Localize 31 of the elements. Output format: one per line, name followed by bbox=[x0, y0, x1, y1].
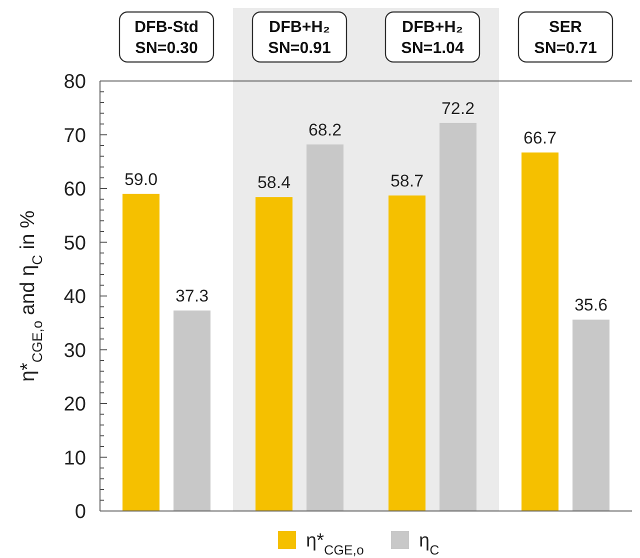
bar bbox=[174, 310, 210, 511]
bar bbox=[388, 195, 426, 511]
data-label: 66.7 bbox=[523, 128, 557, 148]
bar bbox=[572, 320, 610, 511]
bar bbox=[122, 194, 160, 511]
data-label: 72.2 bbox=[441, 98, 475, 118]
bar bbox=[256, 197, 292, 511]
data-label: 58.4 bbox=[257, 173, 291, 192]
bar bbox=[522, 152, 558, 511]
data-label: 58.7 bbox=[390, 171, 424, 190]
x-tick-label: DFB-Std SN=0.30 bbox=[134, 19, 198, 57]
y-tick-label: 20 bbox=[64, 394, 86, 416]
y-tick-label: 60 bbox=[64, 178, 86, 200]
y-tick-label: 40 bbox=[64, 286, 86, 308]
legend-label: η*$_{CGE,o}$ bbox=[306, 530, 364, 558]
data-label: 35.6 bbox=[574, 296, 608, 315]
x-tick-label: DFB+H₂ SN=1.04 bbox=[401, 19, 464, 57]
y-tick-label: 10 bbox=[64, 447, 86, 470]
data-label: 68.2 bbox=[308, 120, 342, 140]
x-tick-label: DFB+H₂ SN=0.91 bbox=[268, 19, 331, 57]
y-tick-label: 80 bbox=[64, 71, 86, 93]
data-label: 37.3 bbox=[175, 286, 209, 306]
bar bbox=[306, 144, 344, 511]
y-tick-label: 50 bbox=[64, 232, 86, 254]
y-tick-label: 30 bbox=[64, 340, 86, 362]
legend-label: η$_{C}$ bbox=[419, 530, 440, 558]
x-tick-label: SER SN=0.71 bbox=[534, 19, 597, 57]
y-tick-label: 70 bbox=[64, 124, 86, 147]
bar bbox=[440, 122, 476, 511]
data-label: 59.0 bbox=[124, 170, 158, 189]
y-tick-label: 0 bbox=[74, 501, 86, 523]
